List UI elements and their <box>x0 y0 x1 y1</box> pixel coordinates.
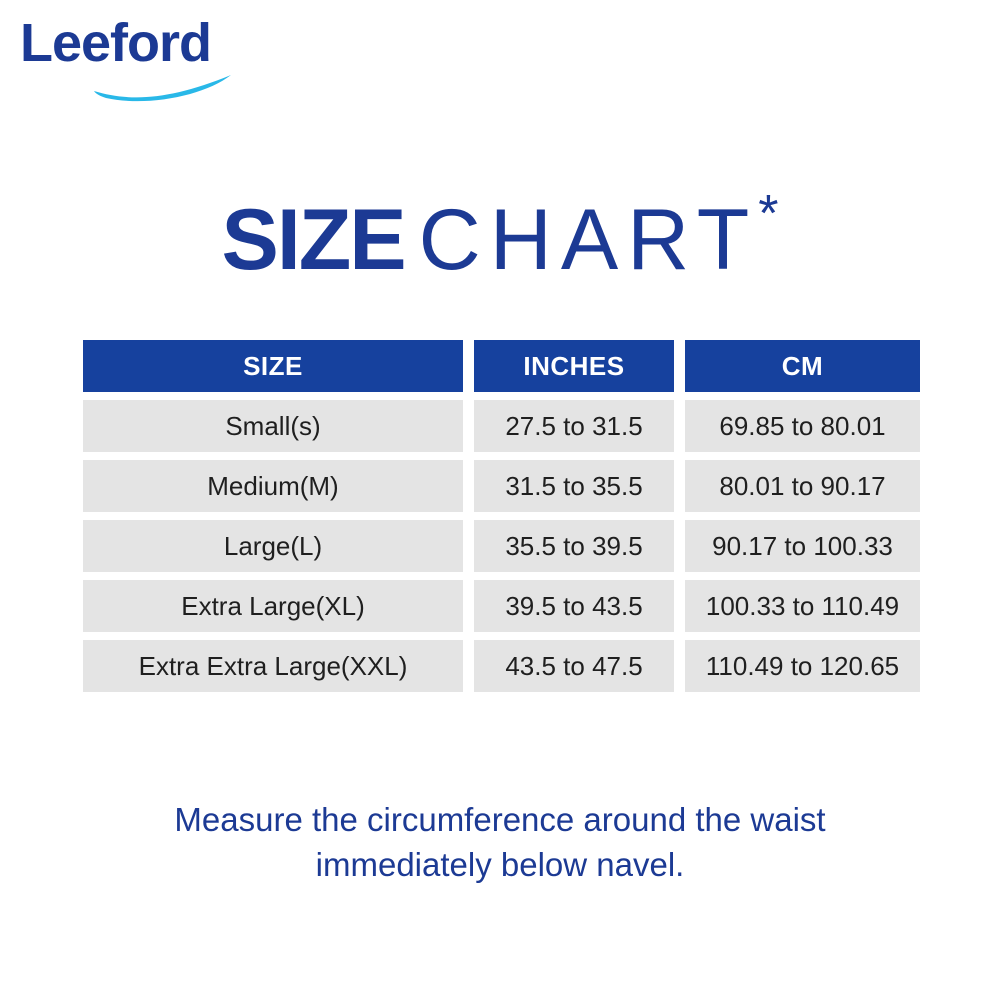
brand-logo: Leeford <box>20 13 250 102</box>
cell-cm-range: 80.01 to 90.17 <box>685 460 920 512</box>
page-title: SIZE CHART* <box>0 188 1000 283</box>
size-chart-table: SIZE INCHES CM Small(s) 27.5 to 31.5 69.… <box>83 340 920 692</box>
page-title-light: CHART <box>418 192 759 288</box>
cell-cm-range: 69.85 to 80.01 <box>685 400 920 452</box>
cell-inches-range: 27.5 to 31.5 <box>474 400 674 452</box>
measurement-note: Measure the circumference around the wai… <box>174 801 826 883</box>
cell-size-label: Large(L) <box>83 520 463 572</box>
cell-size-label: Extra Large(XL) <box>83 580 463 632</box>
cell-size-label: Small(s) <box>83 400 463 452</box>
cell-inches-range: 35.5 to 39.5 <box>474 520 674 572</box>
table-header-size: SIZE <box>83 340 463 392</box>
cell-cm-range: 100.33 to 110.49 <box>685 580 920 632</box>
table-header-cm: CM <box>685 340 920 392</box>
page-title-bold: SIZE <box>221 192 406 288</box>
cell-inches-range: 39.5 to 43.5 <box>474 580 674 632</box>
brand-logo-text: Leeford <box>20 13 212 73</box>
cell-size-label: Medium(M) <box>83 460 463 512</box>
cell-inches-range: 43.5 to 47.5 <box>474 640 674 692</box>
cell-size-label: Extra Extra Large(XXL) <box>83 640 463 692</box>
cell-cm-range: 110.49 to 120.65 <box>685 640 920 692</box>
page-title-asterisk: * <box>758 185 779 243</box>
logo-swoosh-wave-icon <box>94 75 231 102</box>
cell-cm-range: 90.17 to 100.33 <box>685 520 920 572</box>
cell-inches-range: 31.5 to 35.5 <box>474 460 674 512</box>
table-header-inches: INCHES <box>474 340 674 392</box>
